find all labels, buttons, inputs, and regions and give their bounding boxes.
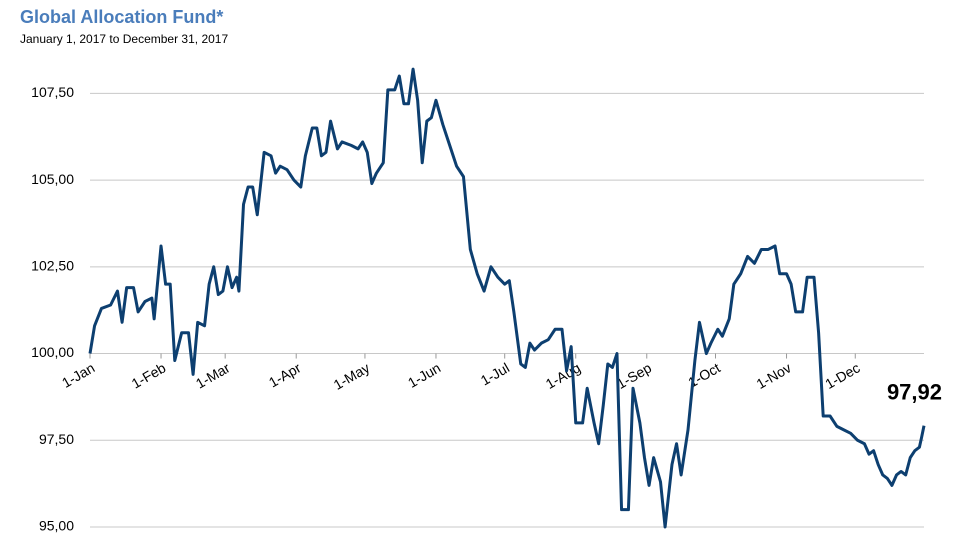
chart-title: Global Allocation Fund* bbox=[20, 7, 223, 27]
x-tick-label: 1-Feb bbox=[129, 359, 169, 391]
y-tick-label: 107,50 bbox=[31, 84, 74, 100]
x-tick-label: 1-Jan bbox=[59, 359, 97, 390]
chart-subtitle: January 1, 2017 to December 31, 2017 bbox=[20, 32, 228, 46]
x-tick-label: 1-May bbox=[331, 359, 373, 392]
annotation: 97,92 bbox=[887, 380, 942, 405]
y-tick-label: 95,00 bbox=[39, 518, 74, 534]
x-tick-label: 1-Aug bbox=[543, 359, 583, 392]
x-tick-label: 1-Apr bbox=[266, 359, 304, 390]
x-tick-label: 1-Dec bbox=[822, 359, 862, 392]
y-tick-label: 105,00 bbox=[31, 171, 74, 187]
x-tick-label: 1-Nov bbox=[754, 359, 794, 392]
y-tick-label: 97,50 bbox=[39, 431, 74, 447]
x-tick-label: 1-Oct bbox=[685, 359, 723, 390]
y-tick-label: 100,00 bbox=[31, 344, 74, 360]
x-tick-label: 1-Jul bbox=[478, 359, 512, 388]
y-tick-label: 102,50 bbox=[31, 258, 74, 274]
x-tick-label: 1-Jun bbox=[405, 359, 443, 390]
data-line bbox=[88, 67, 926, 529]
x-tick-label: 1-Mar bbox=[193, 359, 233, 391]
